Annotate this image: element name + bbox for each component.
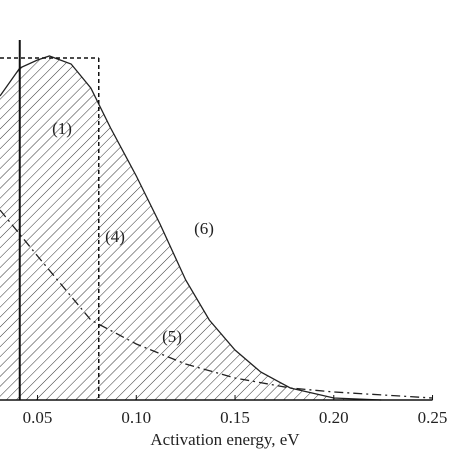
x-tick-label: 0.25 xyxy=(418,408,448,427)
annotation: (6) xyxy=(194,219,214,238)
annotation: (5) xyxy=(162,327,182,346)
x-tick-label: 0.10 xyxy=(121,408,151,427)
annotation: (4) xyxy=(105,227,125,246)
x-tick-label: 0.05 xyxy=(23,408,53,427)
x-axis-label: Activation energy, eV xyxy=(150,430,300,449)
annotation: (1) xyxy=(52,119,72,138)
x-tick-label: 0.20 xyxy=(319,408,349,427)
x-tick-label: 0.15 xyxy=(220,408,250,427)
hatched-area xyxy=(0,56,382,400)
curve xyxy=(0,209,433,399)
